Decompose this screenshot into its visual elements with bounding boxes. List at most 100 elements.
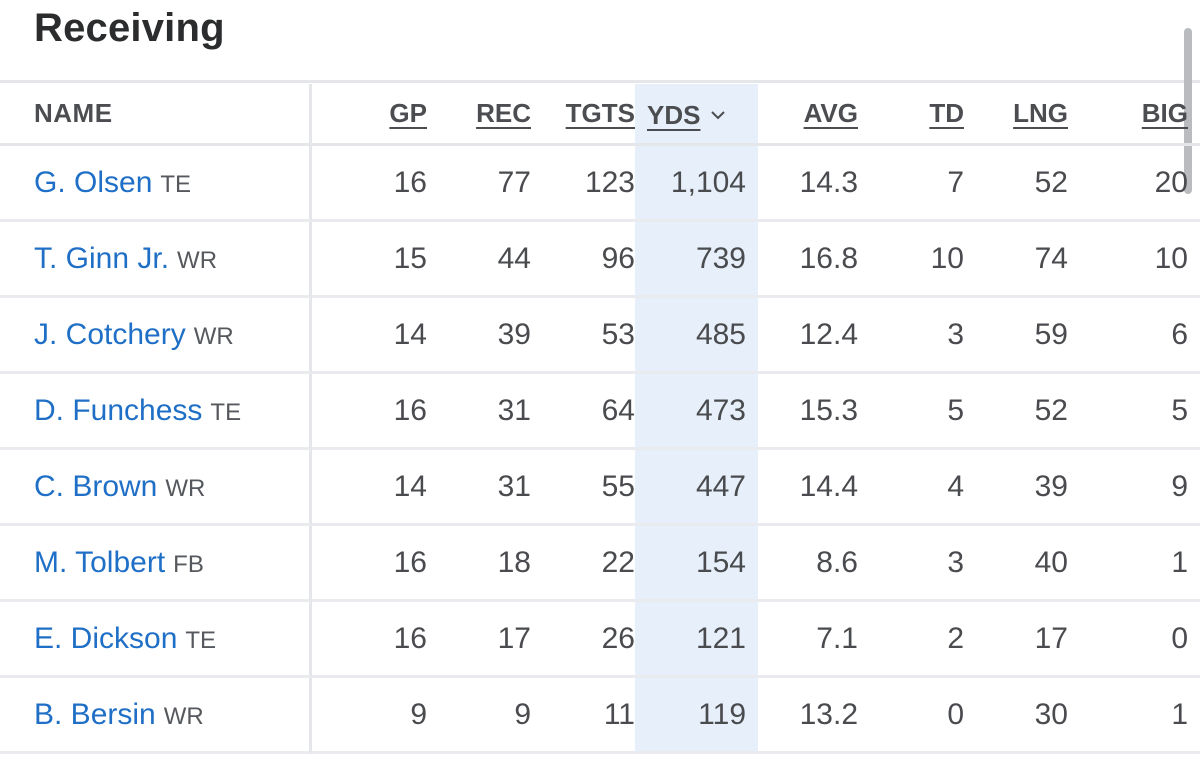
stat-tgts: 11 <box>531 678 635 754</box>
stat-tgts: 55 <box>531 450 635 526</box>
stat-rec: 17 <box>427 602 531 678</box>
player-name-link[interactable]: B. Bersin <box>34 697 156 731</box>
stat-gp: 14 <box>312 298 427 374</box>
stat-gp: 16 <box>312 602 427 678</box>
table-row: E. Dickson TE 16 17 26 121 7.1 2 17 0 <box>0 602 1200 678</box>
player-position: FB <box>173 550 204 578</box>
stat-gp: 15 <box>312 222 427 298</box>
player-cell: D. Funchess TE <box>0 374 312 450</box>
stat-td: 2 <box>858 602 964 678</box>
player-cell: B. Bersin WR <box>0 678 312 754</box>
player-position: TE <box>160 170 192 198</box>
stat-big: 1 <box>1068 526 1200 602</box>
stat-big: 5 <box>1068 374 1200 450</box>
player-cell: T. Ginn Jr. WR <box>0 222 312 298</box>
stat-big: 20 <box>1068 146 1200 222</box>
table-row: B. Bersin WR 9 9 11 119 13.2 0 30 1 <box>0 678 1200 754</box>
column-header-td[interactable]: TD <box>858 84 964 146</box>
stat-big: 6 <box>1068 298 1200 374</box>
player-name-link[interactable]: J. Cotchery <box>34 317 186 351</box>
stat-rec: 44 <box>427 222 531 298</box>
table-row: M. Tolbert FB 16 18 22 154 8.6 3 40 1 <box>0 526 1200 602</box>
stat-rec: 18 <box>427 526 531 602</box>
stat-lng: 40 <box>964 526 1068 602</box>
player-cell: M. Tolbert FB <box>0 526 312 602</box>
table-row: T. Ginn Jr. WR 15 44 96 739 16.8 10 74 10 <box>0 222 1200 298</box>
page-title: Receiving <box>34 6 225 50</box>
stat-yds: 119 <box>635 678 758 754</box>
stat-gp: 16 <box>312 526 427 602</box>
stat-avg: 7.1 <box>758 602 858 678</box>
player-name-link[interactable]: G. Olsen <box>34 165 153 199</box>
stat-rec: 31 <box>427 374 531 450</box>
vertical-scrollbar[interactable] <box>1184 28 1192 194</box>
player-name-link[interactable]: T. Ginn Jr. <box>34 241 170 275</box>
stat-lng: 39 <box>964 450 1068 526</box>
table-row: J. Cotchery WR 14 39 53 485 12.4 3 59 6 <box>0 298 1200 374</box>
stat-yds: 154 <box>635 526 758 602</box>
player-position: WR <box>163 702 204 730</box>
stat-yds: 473 <box>635 374 758 450</box>
stat-td: 4 <box>858 450 964 526</box>
player-position: WR <box>177 246 218 274</box>
stat-rec: 77 <box>427 146 531 222</box>
column-header-rec[interactable]: REC <box>427 84 531 146</box>
player-name-link[interactable]: E. Dickson <box>34 621 178 655</box>
stat-tgts: 96 <box>531 222 635 298</box>
stat-big: 9 <box>1068 450 1200 526</box>
stat-rec: 31 <box>427 450 531 526</box>
column-header-name[interactable]: NAME <box>0 84 312 146</box>
stat-yds: 739 <box>635 222 758 298</box>
stat-td: 3 <box>858 526 964 602</box>
stat-avg: 8.6 <box>758 526 858 602</box>
player-cell: C. Brown WR <box>0 450 312 526</box>
player-position: WR <box>193 322 234 350</box>
stat-lng: 52 <box>964 374 1068 450</box>
stat-gp: 16 <box>312 374 427 450</box>
column-header-yds[interactable]: YDS <box>635 84 758 146</box>
stat-avg: 15.3 <box>758 374 858 450</box>
column-header-lng[interactable]: LNG <box>964 84 1068 146</box>
column-header-big[interactable]: BIG <box>1068 84 1200 146</box>
table-row: G. Olsen TE 16 77 123 1,104 14.3 7 52 20 <box>0 146 1200 222</box>
stat-lng: 17 <box>964 602 1068 678</box>
stat-avg: 14.3 <box>758 146 858 222</box>
stat-td: 10 <box>858 222 964 298</box>
stat-yds: 447 <box>635 450 758 526</box>
stat-avg: 14.4 <box>758 450 858 526</box>
stat-lng: 59 <box>964 298 1068 374</box>
player-position: TE <box>185 626 217 654</box>
stat-tgts: 123 <box>531 146 635 222</box>
stat-lng: 30 <box>964 678 1068 754</box>
stat-tgts: 53 <box>531 298 635 374</box>
title-divider <box>0 80 1200 83</box>
stat-yds: 485 <box>635 298 758 374</box>
stat-td: 3 <box>858 298 964 374</box>
chevron-down-icon <box>710 96 726 127</box>
table-row: C. Brown WR 14 31 55 447 14.4 4 39 9 <box>0 450 1200 526</box>
stat-lng: 52 <box>964 146 1068 222</box>
player-cell: G. Olsen TE <box>0 146 312 222</box>
table-row: D. Funchess TE 16 31 64 473 15.3 5 52 5 <box>0 374 1200 450</box>
player-name-link[interactable]: C. Brown <box>34 469 158 503</box>
player-name-link[interactable]: M. Tolbert <box>34 545 166 579</box>
stat-big: 1 <box>1068 678 1200 754</box>
player-cell: E. Dickson TE <box>0 602 312 678</box>
player-cell: J. Cotchery WR <box>0 298 312 374</box>
stat-gp: 14 <box>312 450 427 526</box>
receiving-stats-table: NAME GP REC TGTS YDS AVG TD LNG BIG G. O… <box>0 84 1200 754</box>
stat-tgts: 64 <box>531 374 635 450</box>
stat-tgts: 26 <box>531 602 635 678</box>
stat-td: 5 <box>858 374 964 450</box>
stat-big: 0 <box>1068 602 1200 678</box>
stat-yds: 1,104 <box>635 146 758 222</box>
player-position: WR <box>165 474 206 502</box>
stat-tgts: 22 <box>531 526 635 602</box>
player-name-link[interactable]: D. Funchess <box>34 393 203 427</box>
column-header-gp[interactable]: GP <box>312 84 427 146</box>
stat-avg: 12.4 <box>758 298 858 374</box>
column-header-avg[interactable]: AVG <box>758 84 858 146</box>
column-header-tgts[interactable]: TGTS <box>531 84 635 146</box>
stat-gp: 9 <box>312 678 427 754</box>
player-position: TE <box>210 398 242 426</box>
